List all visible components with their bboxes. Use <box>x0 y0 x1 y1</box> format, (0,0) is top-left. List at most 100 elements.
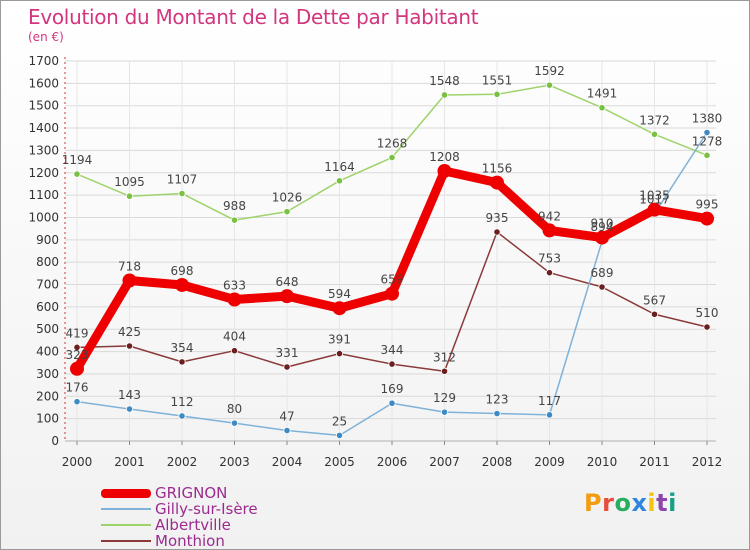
data-point <box>542 223 557 238</box>
data-label: 1107 <box>167 173 198 187</box>
data-point <box>122 273 137 288</box>
data-point <box>545 269 554 277</box>
x-tick-label: 2001 <box>114 455 145 469</box>
data-point <box>388 360 396 368</box>
data-label: 995 <box>696 198 719 212</box>
data-point <box>73 170 81 178</box>
data-point <box>230 419 239 427</box>
data-point <box>545 81 554 89</box>
data-label: 419 <box>66 326 89 340</box>
legend-swatch <box>101 524 151 526</box>
data-label: 169 <box>381 382 404 396</box>
legend-label: Monthion <box>155 532 225 550</box>
legend-label: GRIGNON <box>155 484 228 502</box>
y-tick-label: 1600 <box>28 76 59 90</box>
data-label: 1551 <box>482 73 513 87</box>
data-label: 633 <box>223 279 246 293</box>
data-label: 988 <box>223 199 246 213</box>
data-point <box>125 342 134 350</box>
data-label: 47 <box>279 409 294 423</box>
data-label: 1156 <box>482 162 513 176</box>
y-tick-label: 300 <box>36 367 59 381</box>
data-point <box>545 411 554 419</box>
data-label: 689 <box>591 266 614 280</box>
data-label: 1095 <box>114 175 145 189</box>
data-label: 80 <box>227 402 242 416</box>
data-point <box>125 192 134 200</box>
x-tick-label: 2000 <box>62 455 93 469</box>
data-point <box>440 408 449 416</box>
data-label: 510 <box>696 306 719 320</box>
data-label: 567 <box>643 293 666 307</box>
y-tick-label: 1400 <box>28 121 59 135</box>
legend-swatch <box>101 508 151 510</box>
x-tick-label: 2002 <box>167 455 198 469</box>
data-label: 718 <box>118 260 141 274</box>
data-label: 659 <box>381 273 404 287</box>
y-tick-label: 200 <box>36 389 59 403</box>
data-point <box>703 323 711 331</box>
data-label: 942 <box>538 209 561 223</box>
data-label: 323 <box>66 348 89 362</box>
data-label: 1026 <box>272 191 303 205</box>
legend-swatch <box>101 540 151 542</box>
y-tick-label: 500 <box>36 322 59 336</box>
data-label: 1017 <box>639 193 670 207</box>
data-label: 391 <box>328 333 351 347</box>
data-label: 935 <box>486 211 509 225</box>
y-tick-label: 1100 <box>28 188 59 202</box>
y-tick-label: 900 <box>36 233 59 247</box>
y-tick-label: 0 <box>51 434 59 448</box>
data-label: 354 <box>171 341 194 355</box>
data-point <box>230 216 239 224</box>
data-label: 1548 <box>429 74 460 88</box>
x-tick-label: 2011 <box>639 455 670 469</box>
x-tick-label: 2012 <box>692 455 723 469</box>
data-point <box>175 277 189 292</box>
data-label: 1035 <box>639 189 670 203</box>
data-point <box>335 177 344 185</box>
data-point <box>230 347 239 355</box>
data-point <box>490 175 504 190</box>
data-point <box>595 230 609 245</box>
data-point <box>335 349 344 358</box>
data-label: 648 <box>276 275 299 289</box>
data-point <box>283 208 291 216</box>
data-point <box>178 412 186 420</box>
data-point <box>178 358 186 366</box>
data-point <box>598 104 606 112</box>
data-label: 894 <box>591 220 614 234</box>
data-point <box>283 426 291 435</box>
data-point <box>440 91 449 99</box>
y-axis-unit: (en €) <box>28 30 64 44</box>
data-label: 404 <box>223 330 246 344</box>
data-point <box>388 399 396 407</box>
x-tick-label: 2004 <box>272 455 303 469</box>
data-label: 1372 <box>639 113 670 127</box>
data-point <box>440 367 449 375</box>
data-point <box>125 405 134 413</box>
data-point <box>437 163 452 178</box>
data-point <box>73 343 81 351</box>
data-label: 1208 <box>429 150 460 164</box>
data-label: 425 <box>118 325 141 339</box>
data-label: 1268 <box>377 137 408 151</box>
data-point <box>283 363 291 371</box>
data-point <box>493 90 501 98</box>
data-label: 129 <box>433 391 456 405</box>
data-point <box>703 128 711 137</box>
legend-swatch <box>101 488 151 498</box>
y-tick-label: 800 <box>36 255 59 269</box>
data-label: 143 <box>118 388 141 402</box>
x-tick-label: 2006 <box>377 455 408 469</box>
y-tick-label: 400 <box>36 345 59 359</box>
data-label: 176 <box>66 381 89 395</box>
data-label: 1278 <box>692 134 723 148</box>
data-label: 910 <box>591 217 614 231</box>
data-point <box>332 301 347 316</box>
data-point <box>335 431 344 440</box>
data-label: 1491 <box>587 87 618 101</box>
data-point <box>385 286 399 301</box>
data-label: 1194 <box>62 153 93 167</box>
